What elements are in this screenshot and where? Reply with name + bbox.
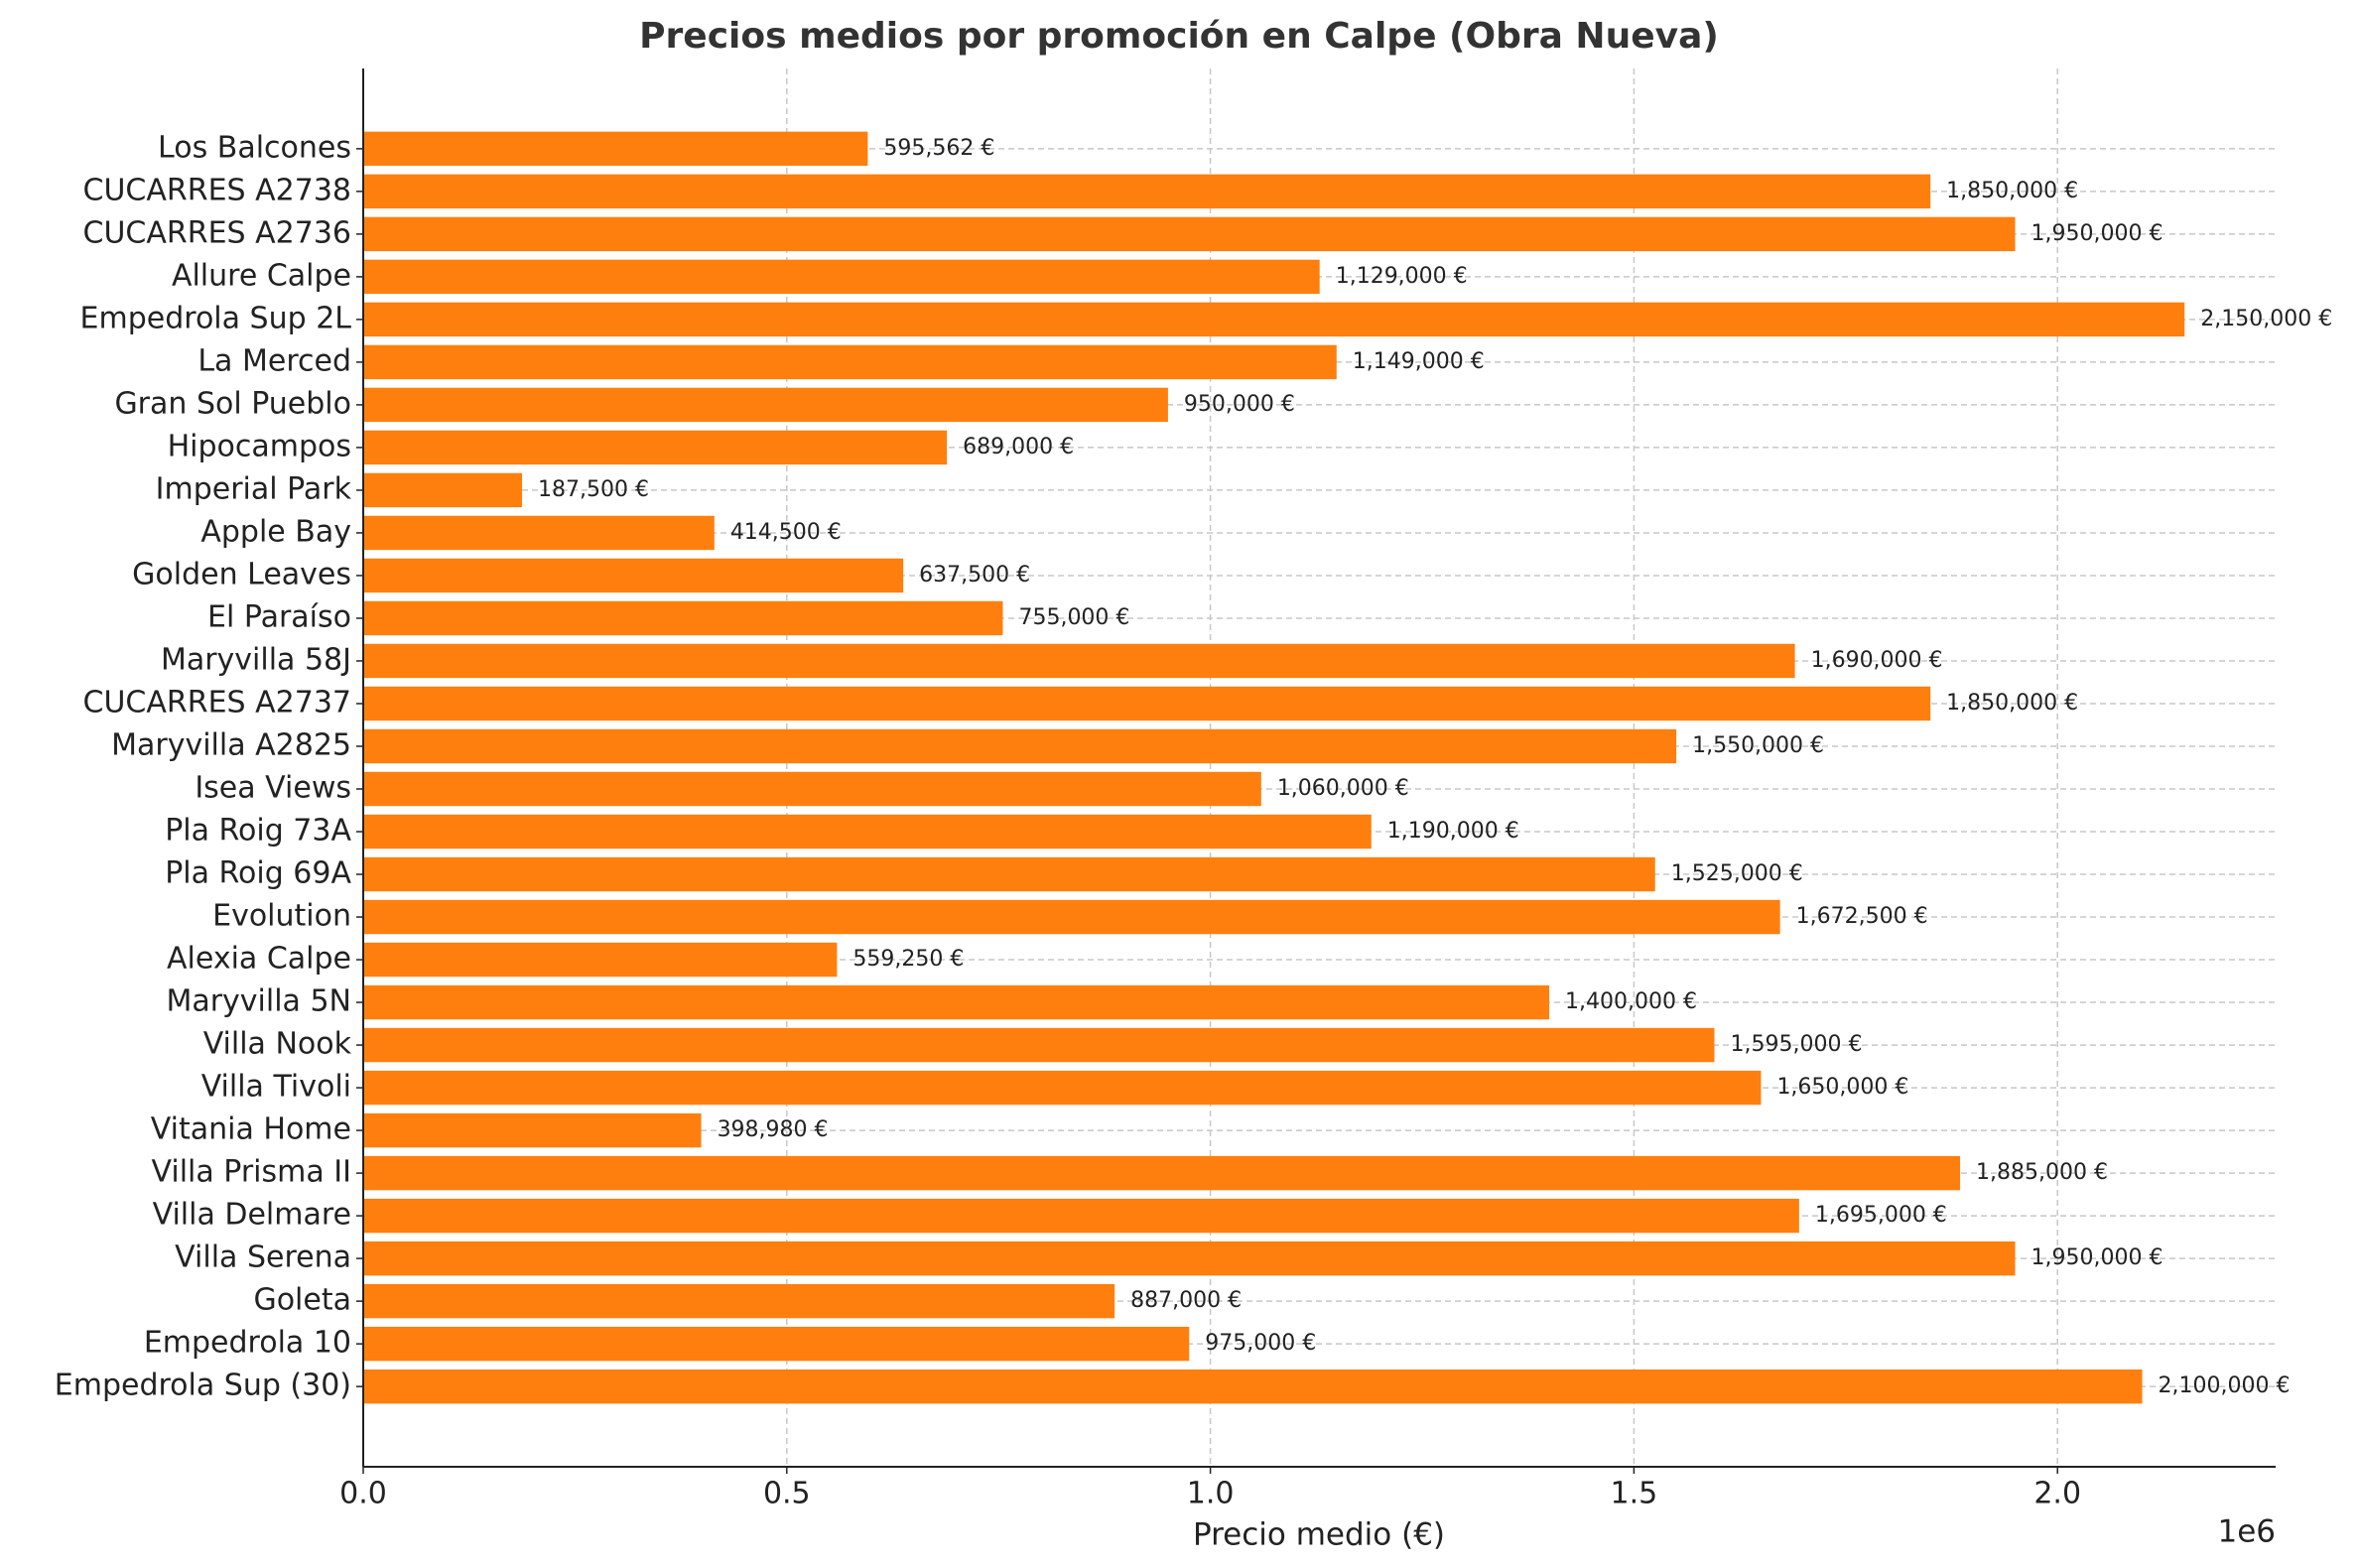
x-tick-label: 2.0 (2033, 1477, 2081, 1511)
y-tick-label: El Paraíso (207, 599, 351, 634)
bar (363, 1283, 1115, 1319)
value-label: 1,060,000 € (1277, 776, 1409, 801)
bar (363, 430, 948, 465)
bar (363, 728, 1677, 764)
value-label: 755,000 € (1018, 605, 1129, 630)
y-tick-label: Maryvilla 58J (161, 642, 351, 677)
bar (363, 643, 1795, 679)
y-tick-label: La Merced (197, 343, 351, 378)
value-label: 1,650,000 € (1776, 1075, 1908, 1100)
value-label: 1,525,000 € (1671, 861, 1803, 886)
value-label: 559,250 € (852, 947, 964, 972)
value-label: 1,595,000 € (1730, 1032, 1862, 1057)
value-label: 414,500 € (730, 520, 842, 545)
bar (363, 1112, 702, 1148)
y-tick-label: Hipocampos (168, 429, 351, 463)
value-label: 1,550,000 € (1692, 733, 1824, 758)
value-label: 595,562 € (883, 136, 994, 161)
bar (363, 1070, 1762, 1106)
y-tick-label: Pla Roig 69A (165, 856, 351, 891)
y-tick-label: Maryvilla A2825 (111, 727, 351, 762)
value-label: 1,400,000 € (1565, 989, 1697, 1014)
bar (363, 942, 838, 978)
bar (363, 259, 1320, 295)
y-tick-label: Villa Prisma II (152, 1155, 352, 1190)
bar (363, 600, 1003, 636)
value-label: 2,100,000 € (2159, 1373, 2291, 1398)
value-label: 1,690,000 € (1811, 648, 1943, 673)
bar (363, 1155, 1961, 1191)
bar (363, 1198, 1799, 1234)
y-tick-label: Villa Nook (203, 1027, 352, 1062)
bar (363, 1241, 2016, 1276)
y-tick-label: Villa Serena (175, 1241, 351, 1275)
value-label: 637,500 € (919, 563, 1030, 588)
value-label: 1,885,000 € (1976, 1160, 2108, 1185)
value-label: 1,190,000 € (1387, 819, 1519, 844)
bar (363, 686, 1931, 721)
x-axis-label: Precio medio (€) (1193, 1517, 1445, 1553)
y-tick-label: Gran Sol Pueblo (114, 386, 351, 421)
y-tick-label: Goleta (253, 1283, 351, 1318)
value-label: 1,850,000 € (1946, 691, 2078, 716)
value-label: 1,950,000 € (2031, 221, 2163, 246)
y-tick-label: Evolution (212, 899, 351, 934)
y-tick-label: Apple Bay (200, 514, 351, 549)
bar (363, 174, 1931, 209)
y-tick-label: CUCARRES A2738 (83, 173, 351, 207)
y-tick-label: Imperial Park (156, 471, 352, 506)
value-label: 1,950,000 € (2031, 1245, 2163, 1270)
y-tick-label: Empedrola 10 (144, 1326, 351, 1361)
value-label: 887,000 € (1130, 1288, 1242, 1313)
x-tick-label: 0.0 (339, 1477, 387, 1511)
y-tick-label: Villa Delmare (153, 1198, 351, 1233)
bar (363, 131, 868, 167)
bar (363, 1027, 1715, 1063)
y-tick-label: Golden Leaves (132, 557, 351, 591)
bar (363, 472, 523, 508)
chart-title: Precios medios por promoción en Calpe (O… (639, 16, 1719, 57)
value-label: 1,672,500 € (1796, 904, 1928, 929)
x-tick-label: 1.0 (1187, 1477, 1235, 1511)
bar (363, 1326, 1190, 1362)
bar (363, 302, 2185, 337)
bar (363, 771, 1261, 807)
value-label: 187,500 € (538, 477, 649, 502)
bar (363, 856, 1655, 892)
value-label: 975,000 € (1205, 1331, 1316, 1356)
value-label: 1,695,000 € (1815, 1203, 1947, 1228)
y-tick-label: Empedrola Sup 2L (80, 301, 352, 335)
y-tick-label: CUCARRES A2737 (83, 685, 351, 719)
bar (363, 216, 2016, 252)
value-label: 950,000 € (1184, 392, 1295, 417)
y-tick-label: Empedrola Sup (30) (55, 1369, 351, 1403)
value-label: 1,149,000 € (1353, 349, 1485, 374)
bar (363, 1369, 2143, 1404)
value-label: 398,980 € (718, 1117, 829, 1142)
x-tick-label: 1.5 (1611, 1477, 1658, 1511)
x-offset-label: 1e6 (2217, 1514, 2276, 1550)
y-tick-label: Pla Roig 73A (165, 814, 351, 849)
bar (363, 515, 715, 551)
y-tick-label: Los Balcones (158, 130, 351, 165)
bar (363, 814, 1372, 849)
value-label: 1,129,000 € (1336, 264, 1468, 289)
y-tick-label: Alexia Calpe (167, 942, 351, 977)
bar (363, 558, 904, 593)
y-tick-label: CUCARRES A2736 (83, 215, 351, 250)
value-label: 2,150,000 € (2200, 307, 2332, 331)
value-label: 689,000 € (963, 435, 1074, 459)
bar (363, 899, 1780, 935)
y-tick-label: Vitania Home (151, 1112, 351, 1147)
bar (363, 387, 1168, 423)
y-tick-label: Maryvilla 5N (166, 984, 351, 1019)
bar (363, 344, 1337, 380)
y-tick-label: Isea Views (195, 771, 351, 806)
y-tick-label: Villa Tivoli (201, 1070, 351, 1105)
bar (363, 984, 1550, 1020)
y-tick-label: Allure Calpe (172, 258, 351, 293)
value-label: 1,850,000 € (1946, 179, 2078, 203)
x-tick-label: 0.5 (763, 1477, 811, 1511)
